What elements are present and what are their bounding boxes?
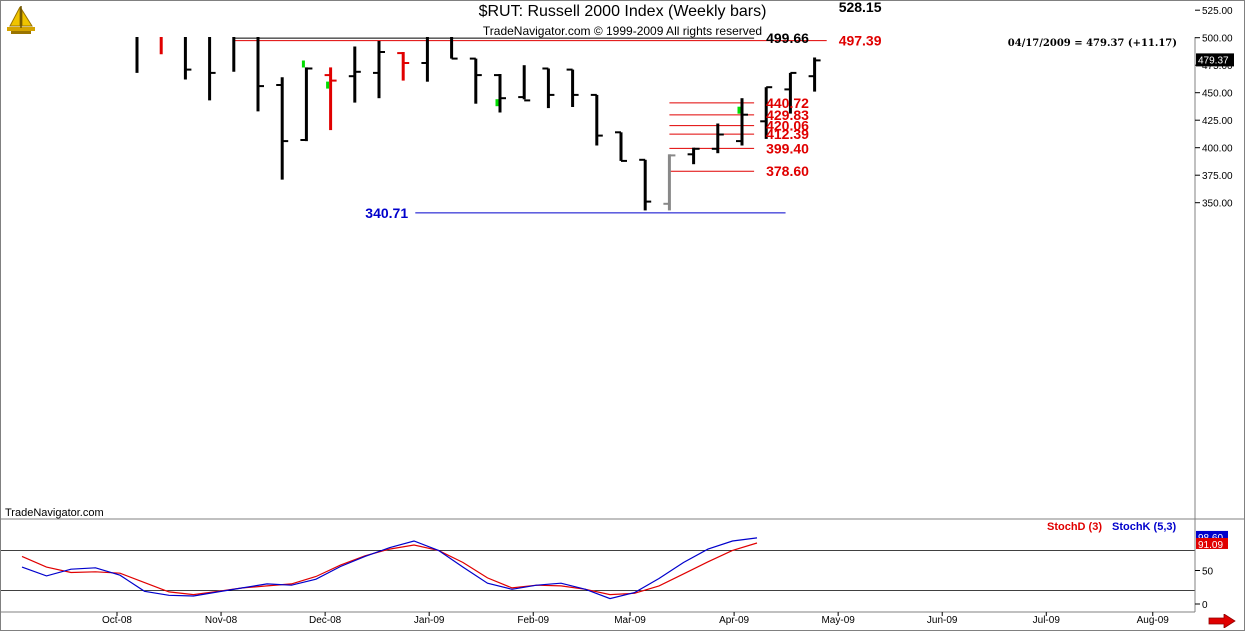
price-y-tick-label: 475.00 <box>1202 61 1233 72</box>
stochd-value-box <box>1196 537 1228 549</box>
current-price-label: 479.37 <box>1198 55 1229 66</box>
x-tick-label: Nov-08 <box>205 615 238 626</box>
chart-title: $RUT: Russell 2000 Index (Weekly bars) <box>478 3 767 20</box>
level-label: 340.71 <box>365 205 408 221</box>
price-y-tick-label: 500.00 <box>1202 34 1233 45</box>
price-y-tick-label: 425.00 <box>1202 116 1233 127</box>
price-y-tick-label: 400.00 <box>1202 144 1233 155</box>
level-label: 429.83 <box>766 107 809 123</box>
sailboat-logo-icon[interactable] <box>4 4 38 36</box>
x-tick-label: Mar-09 <box>614 615 646 626</box>
price-y-tick-label: 525.00 <box>1202 6 1233 17</box>
price-y-tick-label: 450.00 <box>1202 89 1233 100</box>
x-tick-label: Aug-09 <box>1137 615 1170 626</box>
price-y-tick-label: 350.00 <box>1202 199 1233 210</box>
brand-watermark: TradeNavigator.com <box>5 507 104 519</box>
copyright-subtitle: TradeNavigator.com © 1999-2009 All right… <box>482 24 763 38</box>
stoch-y-tick-label: 0 <box>1202 600 1208 611</box>
current-price-box <box>1196 53 1234 67</box>
level-label: 499.66 <box>766 30 809 46</box>
right-arrow-icon[interactable] <box>1208 614 1236 628</box>
level-label: 497.39 <box>839 33 882 49</box>
stochk-legend[interactable]: StochK (5,3) <box>1112 521 1177 533</box>
x-tick-label: May-09 <box>821 615 855 626</box>
price-pane <box>135 37 827 214</box>
x-tick-label: Feb-09 <box>517 615 549 626</box>
level-label: 378.60 <box>766 163 809 179</box>
stochk-value-box <box>1196 530 1228 542</box>
x-tick-label: Jan-09 <box>414 615 445 626</box>
x-tick-label: Apr-09 <box>719 615 749 626</box>
x-tick-label: Oct-08 <box>102 615 132 626</box>
x-tick-label: Jun-09 <box>927 615 958 626</box>
level-label: 420.06 <box>766 118 809 134</box>
x-tick-label: Dec-08 <box>309 615 342 626</box>
level-label: 399.40 <box>766 140 809 156</box>
level-label: 440.72 <box>766 95 809 111</box>
stochd-line <box>21 542 758 596</box>
level-label: 528.15 <box>839 0 882 15</box>
stochk-line <box>21 537 758 600</box>
stoch-y-tick-label: 50 <box>1202 567 1214 578</box>
price-y-tick-label: 375.00 <box>1202 171 1233 182</box>
level-label: 412.39 <box>766 126 809 142</box>
x-tick-label: Jul-09 <box>1033 615 1061 626</box>
stochd-value-label: 91.09 <box>1198 540 1223 551</box>
last-quote-readout: 04/17/2009 = 479.37 (+11.17) <box>1007 38 1177 49</box>
stochd-legend[interactable]: StochD (3) <box>1047 521 1102 533</box>
